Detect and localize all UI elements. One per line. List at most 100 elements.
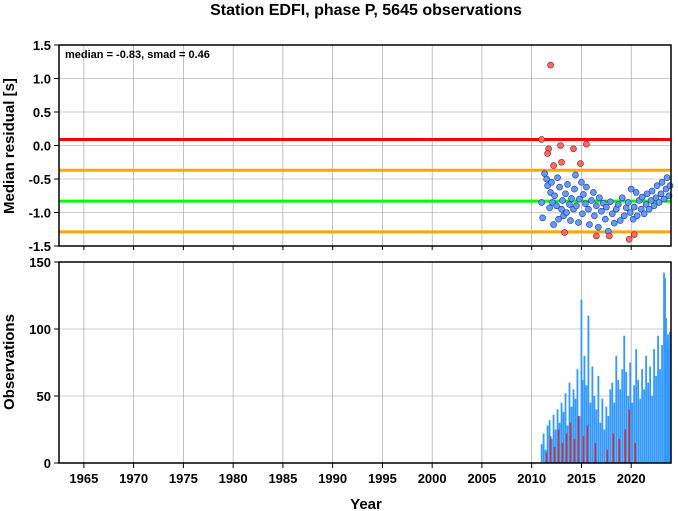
- inlier-point: [618, 194, 626, 202]
- outlier-point: [570, 145, 577, 153]
- observation-bar: [635, 349, 638, 463]
- y-tick-label: 150: [29, 255, 51, 270]
- outlier-point: [538, 136, 545, 143]
- observation-bar: [587, 315, 590, 463]
- inlier-point: [572, 171, 579, 179]
- inlier-point: [602, 215, 609, 223]
- inlier-point: [571, 185, 578, 193]
- observation-bar: [609, 389, 612, 463]
- y-tick-label: 0: [44, 456, 51, 471]
- observations-y-ticks: 150 100 50 0: [29, 255, 59, 471]
- inlier-point: [596, 194, 603, 202]
- observation-bar: [603, 429, 606, 463]
- y-tick-label: -1.5: [29, 239, 51, 254]
- inlier-point: [593, 202, 600, 210]
- inlier-point: [660, 195, 668, 203]
- x-tick-label: 1995: [368, 471, 397, 486]
- x-tick-label: 1985: [268, 471, 297, 486]
- inlier-point: [543, 175, 550, 183]
- inlier-point: [562, 190, 569, 198]
- y-tick-label: 100: [29, 322, 51, 337]
- inlier-point: [642, 201, 650, 208]
- x-tick-label: 1990: [318, 471, 347, 486]
- observation-bar: [629, 362, 632, 463]
- observation-bar: [619, 389, 622, 463]
- observation-bar: [546, 425, 549, 463]
- observation-bar: [655, 375, 657, 463]
- residual-panel: 1.5 1.0 0.5 0.0 -0.5 -1.0 -1.5 median = -0.83,…: [1, 38, 674, 254]
- observation-bar: [617, 379, 620, 463]
- observation-bar: [625, 371, 628, 463]
- y-tick-label: 0.0: [33, 139, 51, 154]
- x-axis-ticks: 1965 1970 1975 1980 1985 1990 1995 2000 2005 2010…: [69, 246, 646, 486]
- observation-bar: [607, 416, 610, 463]
- outlier-point: [558, 158, 565, 166]
- observation-bar: [591, 366, 594, 463]
- inlier-point: [626, 209, 634, 216]
- observation-bar: [637, 379, 640, 463]
- observation-bar: [627, 396, 630, 463]
- chart-title: Station EDFI, phase P, 5645 observations: [210, 2, 522, 19]
- inlier-point: [608, 210, 616, 218]
- y-tick-label: 0.5: [33, 105, 51, 120]
- observation-bar: [651, 396, 653, 463]
- inlier-point: [568, 195, 575, 202]
- observation-bar: [593, 396, 596, 463]
- inlier-point: [556, 183, 563, 191]
- outlier-bar: [634, 442, 636, 463]
- observation-bar: [641, 369, 644, 463]
- inlier-point: [658, 179, 666, 186]
- observation-bar: [669, 331, 671, 463]
- observation-bar: [556, 409, 559, 463]
- outlier-bar: [553, 446, 556, 463]
- observation-bar: [649, 366, 652, 463]
- observation-bar: [631, 402, 634, 463]
- outlier-bar: [573, 438, 576, 463]
- outlier-bar: [606, 449, 609, 463]
- inlier-point: [554, 174, 561, 181]
- inlier-point: [643, 190, 651, 198]
- outlier-bar: [586, 425, 589, 463]
- inlier-point: [548, 179, 555, 186]
- inlier-point: [559, 197, 566, 204]
- inlier-point: [573, 202, 580, 210]
- observation-bar: [550, 438, 553, 463]
- inlier-point: [538, 199, 545, 206]
- x-tick-label: 2010: [517, 471, 546, 486]
- observations-y-label: Observations: [1, 314, 18, 410]
- observations-bars: [540, 272, 671, 463]
- observation-bar: [595, 409, 598, 463]
- observation-bar: [643, 389, 646, 463]
- outlier-point: [550, 162, 557, 169]
- observation-bar: [554, 429, 557, 463]
- observation-bar: [581, 379, 584, 463]
- observations-panel: 150 100 50 0 1965 1970 1975 1980 1985 1990 1995 20…: [1, 246, 672, 511]
- observation-bar: [548, 420, 551, 463]
- outlier-point: [593, 232, 600, 240]
- outlier-bar: [628, 409, 631, 463]
- observation-bar: [667, 334, 669, 463]
- observation-bar: [639, 398, 642, 463]
- inlier-point: [578, 179, 585, 186]
- observation-bar: [564, 393, 567, 463]
- inlier-point: [576, 195, 583, 203]
- observation-bar: [572, 389, 575, 463]
- inlier-point: [653, 182, 661, 189]
- outlier-bar: [582, 436, 585, 463]
- observation-bar: [657, 335, 659, 463]
- x-tick-label: 2020: [617, 471, 646, 486]
- inlier-point: [583, 183, 590, 191]
- observation-bar: [540, 444, 543, 463]
- observation-bar: [574, 398, 577, 463]
- observation-bar: [659, 369, 661, 463]
- observation-bar: [611, 382, 614, 463]
- outlier-point: [583, 140, 590, 148]
- inlier-point: [579, 210, 586, 218]
- outlier-bar: [624, 429, 627, 463]
- x-axis-label: Year: [350, 496, 382, 511]
- inlier-point: [616, 217, 624, 224]
- observation-bar: [589, 402, 592, 463]
- observation-bar: [668, 349, 670, 463]
- inlier-point: [575, 219, 582, 226]
- x-tick-label: 2000: [418, 471, 447, 486]
